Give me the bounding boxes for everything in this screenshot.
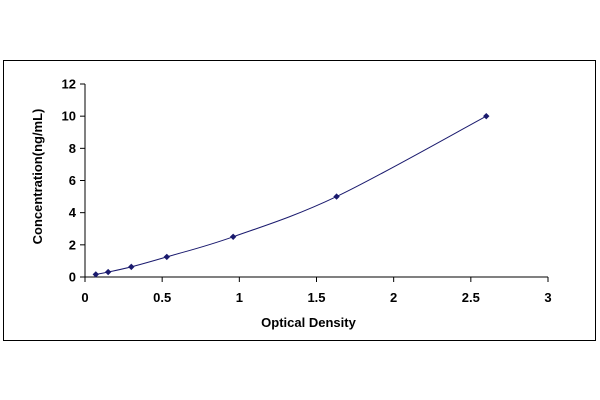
- x-tick-label: 3: [544, 290, 551, 305]
- standard-curve-line: [95, 115, 487, 275]
- data-point-marker: [229, 233, 237, 240]
- y-tick-label: 2: [69, 237, 76, 252]
- x-tick-label: 1: [236, 290, 243, 305]
- data-point-marker: [333, 193, 340, 200]
- y-ticks: 0 2 4 6 8 10 12: [62, 77, 85, 285]
- data-points: [92, 112, 490, 278]
- y-tick-label: 0: [69, 270, 76, 285]
- data-point-marker: [92, 271, 100, 278]
- x-axis-title: Optical Density: [261, 315, 356, 330]
- x-ticks: 0 0.5 1 1.5 2 2.5 3: [81, 277, 552, 305]
- x-tick-label: 2.5: [462, 290, 480, 305]
- data-point-marker: [483, 112, 490, 120]
- y-tick-label: 10: [62, 109, 76, 124]
- y-axis-title: Concentration(ng/mL): [30, 109, 45, 245]
- axes: [84, 84, 548, 278]
- x-tick-label: 0: [81, 290, 88, 305]
- y-tick-label: 12: [62, 77, 76, 92]
- data-point-marker: [104, 268, 112, 276]
- y-tick-label: 6: [69, 173, 76, 188]
- x-tick-label: 0.5: [153, 290, 171, 305]
- x-tick-label: 2: [390, 290, 397, 305]
- y-tick-label: 8: [69, 141, 76, 156]
- chart-frame: [3, 60, 596, 341]
- y-tick-label: 4: [69, 205, 77, 220]
- data-point-marker: [163, 253, 170, 261]
- x-tick-label: 1.5: [307, 290, 325, 305]
- data-point-marker: [128, 263, 135, 271]
